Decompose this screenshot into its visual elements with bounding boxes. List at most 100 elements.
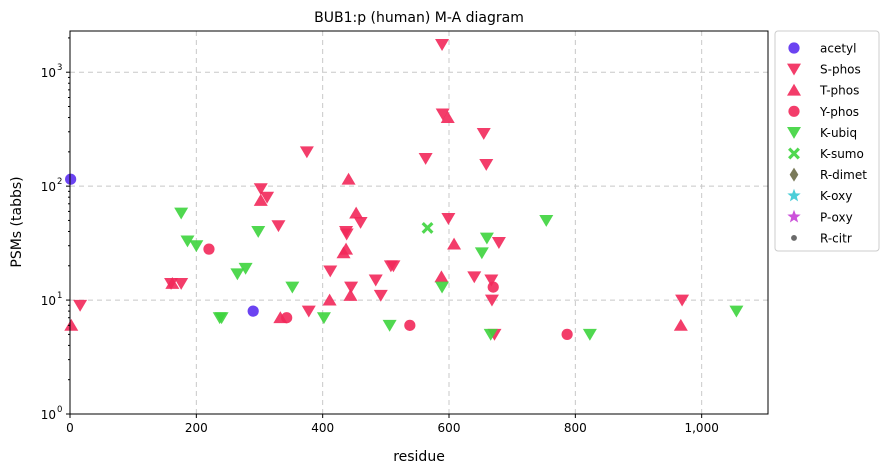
- data-point-k-sumo: [421, 221, 434, 234]
- x-tick-label: 1,000: [684, 421, 718, 435]
- data-point-s-phos: [73, 299, 88, 312]
- y-tick-exponent: 2: [57, 177, 62, 187]
- legend: acetyl S-phos T-phos Y-phos K-ubiq K-sumo R-di…: [774, 30, 880, 252]
- legend-marker-k-sumo: [788, 147, 800, 160]
- legend-marker-y-phos: [788, 105, 800, 117]
- data-point-k-ubiq: [214, 312, 229, 325]
- y-tick-label: 10: [41, 66, 56, 80]
- legend-label-t-phos: T-phos: [819, 84, 859, 98]
- data-point-k-ubiq: [479, 232, 494, 245]
- data-point-t-phos: [341, 172, 356, 185]
- data-point-t-phos: [440, 111, 455, 124]
- legend-marker-acetyl: [788, 42, 800, 54]
- legend-label-k-oxy: K-oxy: [820, 189, 852, 203]
- y-tick-label: 10: [41, 294, 56, 308]
- data-point-s-phos: [418, 152, 433, 165]
- x-tick-label: 400: [311, 421, 334, 435]
- legend-label-s-phos: S-phos: [820, 63, 861, 77]
- legend-box: [774, 30, 880, 252]
- data-point-k-ubiq: [251, 226, 266, 238]
- data-point-k-ubiq: [483, 328, 498, 341]
- data-point-y-phos: [281, 312, 293, 324]
- data-point-s-phos: [675, 294, 690, 307]
- x-tick-label: 0: [66, 421, 74, 435]
- data-point-k-ubiq: [180, 235, 195, 248]
- x-tick-label: 800: [564, 421, 587, 435]
- data-point-s-phos: [260, 191, 275, 204]
- y-tick-exponent: 0: [57, 405, 62, 415]
- data-point-k-ubiq: [539, 214, 554, 227]
- x-tick-label: 600: [438, 421, 461, 435]
- data-point-k-ubiq: [729, 305, 744, 318]
- y-axis-label: PSMs (tabbs): [9, 176, 25, 267]
- chart-title: BUB1:p (human) M-A diagram: [314, 10, 524, 26]
- data-point-s-phos: [301, 305, 316, 318]
- legend-marker-r-citr: [791, 234, 797, 241]
- data-point-k-ubiq: [238, 262, 253, 275]
- points-layer: [64, 39, 744, 341]
- data-point-t-phos: [349, 206, 364, 219]
- data-point-t-phos: [322, 293, 337, 306]
- data-point-y-phos: [487, 281, 499, 293]
- data-point-y-phos: [561, 328, 573, 340]
- y-tick-exponent: 1: [57, 291, 62, 301]
- data-point-s-phos: [373, 289, 388, 302]
- data-point-k-ubiq: [316, 312, 331, 325]
- data-point-s-phos: [253, 183, 268, 196]
- data-point-s-phos: [479, 158, 494, 171]
- data-point-y-phos: [404, 319, 416, 331]
- data-point-s-phos: [386, 260, 401, 273]
- data-point-s-phos: [476, 128, 491, 140]
- legend-marker-k-oxy: [787, 188, 801, 202]
- legend-marker-r-dimet: [789, 167, 799, 182]
- data-point-s-phos: [484, 294, 499, 307]
- data-point-t-phos: [165, 276, 180, 289]
- data-point-s-phos: [174, 277, 189, 290]
- data-point-t-phos: [64, 318, 79, 331]
- legend-marker-p-oxy: [787, 209, 801, 223]
- data-point-k-ubiq: [189, 240, 204, 253]
- data-point-y-phos: [203, 243, 215, 255]
- x-tick-label: 200: [185, 421, 208, 435]
- legend-marker-s-phos: [787, 63, 801, 76]
- legend-label-acetyl: acetyl: [820, 42, 856, 56]
- data-point-s-phos: [271, 220, 286, 233]
- data-point-acetyl: [247, 305, 259, 317]
- grid-layer: [70, 31, 768, 414]
- data-point-t-phos: [447, 237, 462, 250]
- legend-items: acetyl S-phos T-phos Y-phos K-ubiq K-sumo R-di…: [787, 42, 867, 245]
- data-point-k-ubiq: [435, 281, 450, 294]
- legend-label-r-dimet: R-dimet: [820, 168, 867, 182]
- data-point-s-phos: [323, 265, 338, 278]
- data-point-t-phos: [673, 318, 688, 331]
- data-point-s-phos: [368, 274, 383, 287]
- data-point-k-ubiq: [582, 328, 597, 341]
- legend-label-y-phos: Y-phos: [819, 105, 859, 119]
- data-point-s-phos: [441, 213, 456, 225]
- legend-marker-k-ubiq: [787, 126, 801, 139]
- data-point-s-phos: [435, 108, 450, 121]
- data-point-s-phos: [491, 237, 506, 249]
- x-axis-label: residue: [393, 449, 445, 465]
- data-point-k-ubiq: [382, 319, 397, 332]
- data-point-s-phos: [484, 274, 499, 287]
- data-point-k-ubiq: [230, 268, 245, 281]
- data-point-k-ubiq: [174, 207, 189, 220]
- data-point-t-phos: [253, 193, 268, 206]
- data-point-k-ubiq: [285, 281, 300, 294]
- data-point-t-phos: [343, 288, 358, 301]
- data-point-s-phos: [344, 281, 359, 294]
- legend-label-p-oxy: P-oxy: [820, 210, 853, 224]
- legend-label-k-ubiq: K-ubiq: [820, 126, 857, 140]
- data-point-t-phos: [339, 242, 354, 255]
- legend-marker-t-phos: [787, 83, 801, 96]
- data-point-k-ubiq: [474, 247, 489, 260]
- data-point-s-phos: [467, 271, 482, 284]
- data-point-s-phos: [299, 146, 314, 159]
- y-tick-label: 10: [41, 408, 56, 422]
- data-point-s-phos: [339, 228, 354, 241]
- legend-label-k-sumo: K-sumo: [820, 147, 864, 161]
- data-point-t-phos: [434, 270, 449, 283]
